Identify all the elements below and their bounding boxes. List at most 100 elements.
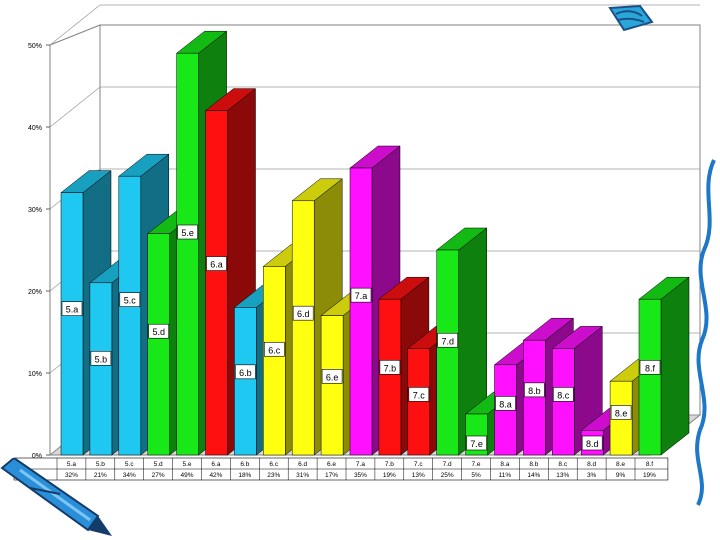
bar-category-label: 6.c bbox=[268, 345, 281, 355]
bar-category-label: 7.e bbox=[470, 439, 483, 449]
table-value-cell: 35% bbox=[354, 472, 367, 479]
y-tick-label: 40% bbox=[28, 125, 42, 132]
bar-label-box bbox=[119, 292, 141, 307]
blue-crayon-icon bbox=[0, 458, 112, 536]
bar-category-label: 6.e bbox=[326, 372, 339, 382]
bar-label-box bbox=[61, 301, 83, 316]
table-value-cell: 23% bbox=[267, 472, 280, 479]
table-category-cell: 8.b bbox=[529, 461, 538, 468]
bars: 5.a 5.b 5.c 5.d 5.e 6.a 6.b 6.c 6.d 6.e 7.a 7.b 7.c 7… bbox=[60, 30, 690, 456]
table-value-cell: 13% bbox=[412, 472, 425, 479]
bar-front bbox=[523, 339, 546, 456]
bar-category-label: 5.a bbox=[66, 305, 79, 315]
y-axis-ticks: 0% 10% 20% 30% 40% 50% bbox=[28, 43, 50, 460]
table-value-cell: 11% bbox=[499, 472, 512, 479]
bar-category-label: 5.c bbox=[124, 296, 137, 306]
y-tick-label: 20% bbox=[28, 289, 42, 296]
table-category-cell: 7.b bbox=[385, 461, 394, 468]
bar-category-label: 8.d bbox=[586, 439, 599, 449]
bar-label-box bbox=[552, 387, 574, 402]
bar-front bbox=[89, 282, 113, 456]
table-category-cell: 8.e bbox=[616, 461, 625, 468]
table-value-cell: 42% bbox=[209, 472, 222, 479]
table-category-cell: 7.a bbox=[356, 461, 365, 468]
table-category-cell: 7.e bbox=[472, 461, 481, 468]
bar-label-box bbox=[610, 405, 632, 420]
table-value-cell: 31% bbox=[296, 472, 309, 479]
table-category-cell: 6.b bbox=[240, 461, 249, 468]
bar-category-label: 5.b bbox=[95, 354, 108, 364]
table-value-cell: 14% bbox=[527, 472, 540, 479]
table-category-cell: 6.a bbox=[211, 461, 220, 468]
bar-label-box bbox=[321, 369, 343, 384]
gridline bbox=[49, 4, 101, 46]
bar-label-box bbox=[177, 224, 198, 240]
table-category-cell: 6.d bbox=[298, 461, 307, 468]
bar-category-label: 8.f bbox=[645, 363, 656, 373]
table-category-cell: 5.c bbox=[125, 461, 134, 468]
bar-category-label: 8.a bbox=[499, 399, 512, 409]
bar-front bbox=[147, 233, 170, 456]
bar: 8.f bbox=[638, 276, 690, 456]
bar-category-label: 8.e bbox=[615, 408, 628, 418]
bar-label-box bbox=[148, 323, 169, 339]
bar-category-label: 7.d bbox=[441, 336, 454, 346]
table-value-cell: 17% bbox=[325, 472, 338, 479]
table-value-cell: 32% bbox=[65, 472, 78, 479]
table-value-cell: 3% bbox=[587, 472, 597, 479]
table-value-cell: 19% bbox=[383, 472, 396, 479]
table-value-cell: 21% bbox=[94, 472, 107, 479]
table-category-cell: 7.c bbox=[414, 461, 423, 468]
table-value-cell: 5% bbox=[471, 472, 481, 479]
bar-front bbox=[378, 298, 402, 456]
table-value-cell: 13% bbox=[556, 472, 569, 479]
table-category-cell: 5.e bbox=[183, 461, 192, 468]
table-value-cell: 19% bbox=[643, 472, 656, 479]
y-tick-label: 0% bbox=[32, 453, 42, 460]
crayon-doodle-icon bbox=[608, 4, 654, 32]
table-category-cell: 7.d bbox=[443, 461, 452, 468]
bar-category-label: 5.e bbox=[181, 228, 194, 238]
table-category-cell: 6.c bbox=[269, 461, 278, 468]
bar-category-label: 7.c bbox=[413, 390, 426, 400]
table-value-cell: 25% bbox=[441, 472, 454, 479]
bar-label-box bbox=[639, 360, 661, 375]
bar-category-label: 8.c bbox=[557, 390, 570, 400]
bar-label-box bbox=[379, 360, 401, 375]
bar-front bbox=[320, 315, 344, 456]
table-category-cell: 8.a bbox=[500, 461, 509, 468]
y-tick-label: 10% bbox=[28, 371, 42, 378]
bar-category-label: 8.b bbox=[528, 386, 541, 396]
blue-swirl-icon bbox=[695, 159, 716, 506]
bar-label-box bbox=[408, 387, 430, 402]
data-table: Series15.a32%5.b21%5.c34%5.d27%5.e49%6.a… bbox=[13, 457, 669, 481]
bar-category-label: 7.b bbox=[384, 363, 397, 373]
bar-category-label: 6.a bbox=[210, 260, 223, 270]
bar-category-label: 6.b bbox=[239, 368, 252, 378]
bar-front bbox=[118, 175, 142, 456]
table-category-cell: 8.d bbox=[587, 461, 596, 468]
table-category-cell: 8.c bbox=[558, 461, 567, 468]
table-value-cell: 49% bbox=[181, 472, 194, 479]
bar-category-label: 5.d bbox=[152, 327, 165, 337]
bar-label-box bbox=[495, 396, 516, 411]
bar-label-box bbox=[292, 305, 314, 321]
table-category-cell: 6.e bbox=[327, 461, 336, 468]
bar-front bbox=[552, 348, 575, 456]
table-category-cell: 8.f bbox=[646, 461, 653, 468]
bar-front bbox=[205, 110, 228, 456]
table-category-cell: 5.b bbox=[96, 461, 105, 468]
gridline bbox=[49, 86, 101, 128]
bar-front bbox=[436, 249, 459, 456]
table-value-cell: 27% bbox=[152, 472, 165, 479]
bar-label-box bbox=[263, 341, 285, 357]
bar-front bbox=[638, 298, 662, 456]
bar-front bbox=[60, 192, 84, 456]
table-value-cell: 34% bbox=[123, 472, 136, 479]
table-category-cell: 5.d bbox=[154, 461, 163, 468]
bar-label-box bbox=[90, 350, 112, 366]
bar-front bbox=[349, 167, 373, 456]
bar-front bbox=[407, 348, 431, 456]
bar-label-box bbox=[206, 256, 227, 271]
